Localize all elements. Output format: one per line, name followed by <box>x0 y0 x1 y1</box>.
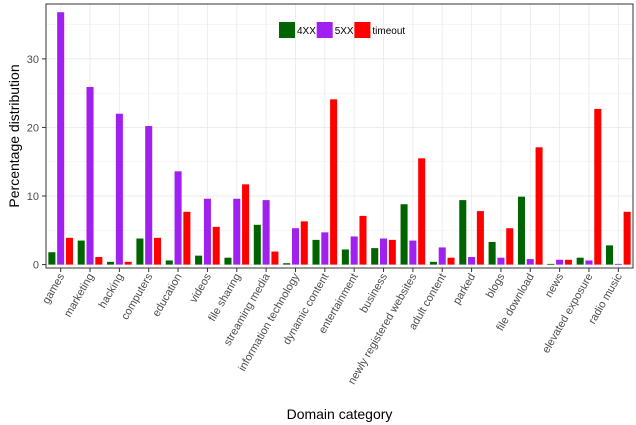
y-tick-label: 20 <box>27 122 39 134</box>
y-axis-title: Percentage distribution <box>6 64 22 207</box>
bar-4xx-dynamic-content <box>312 239 320 265</box>
bar-5xx-streaming-media <box>262 200 270 265</box>
bar-4xx-elevated-exposure <box>576 257 584 265</box>
bar-timeout-marketing <box>95 257 103 265</box>
bar-timeout-videos <box>212 226 220 265</box>
bar-timeout-blogs <box>506 228 514 265</box>
bar-5xx-radio-music <box>614 263 622 265</box>
x-tick-label-parked: parked <box>451 272 478 307</box>
bars <box>48 12 631 265</box>
bar-4xx-blogs <box>488 241 496 265</box>
bar-4xx-videos <box>195 255 203 265</box>
bar-timeout-computers <box>154 237 162 265</box>
bar-4xx-business <box>371 248 379 265</box>
bar-5xx-videos <box>203 198 211 265</box>
bar-timeout-business <box>388 239 396 265</box>
bar-5xx-entertainment <box>350 236 358 265</box>
bar-4xx-adult-content <box>429 261 437 265</box>
bar-4xx-streaming-media <box>253 224 261 265</box>
legend-key-5xx <box>316 22 333 38</box>
legend-label-5xx: 5XX <box>335 26 354 37</box>
y-tick-label: 10 <box>27 191 39 203</box>
bar-5xx-computers <box>145 126 153 265</box>
legend-label-timeout: timeout <box>372 26 405 37</box>
bar-4xx-information-technology <box>283 263 291 265</box>
bar-timeout-adult-content <box>447 257 455 265</box>
x-tick-label-blogs: blogs <box>484 271 508 300</box>
legend: 4XX 5XX timeout <box>279 22 405 38</box>
bar-timeout-education <box>183 211 191 265</box>
bar-5xx-newly-registered-websites <box>409 240 417 265</box>
bar-4xx-file-download <box>517 196 525 265</box>
bar-4xx-entertainment <box>341 249 349 265</box>
bar-timeout-radio-music <box>623 211 631 265</box>
bar-5xx-dynamic-content <box>321 232 329 265</box>
bar-5xx-adult-content <box>438 247 446 265</box>
legend-key-timeout <box>354 22 371 38</box>
y-tick-label: 0 <box>33 260 39 272</box>
x-tick-label-videos: videos <box>188 271 215 305</box>
bar-timeout-parked <box>476 211 484 265</box>
bar-timeout-file-sharing <box>242 184 250 265</box>
bar-5xx-news <box>556 259 564 265</box>
bar-4xx-marketing <box>77 240 85 265</box>
bar-5xx-parked <box>468 257 476 265</box>
bar-5xx-hacking <box>115 113 123 265</box>
bar-5xx-marketing <box>86 86 94 265</box>
bar-4xx-newly-registered-websites <box>400 204 408 265</box>
bar-4xx-games <box>48 252 56 265</box>
legend-key-4xx <box>279 22 295 38</box>
bar-5xx-business <box>380 238 388 265</box>
bar-5xx-file-sharing <box>233 198 241 265</box>
bar-4xx-file-sharing <box>224 257 232 265</box>
bar-timeout-hacking <box>124 261 132 265</box>
x-tick-label-games: games <box>40 271 67 306</box>
x-tick-label-education: education <box>150 272 184 319</box>
bar-timeout-streaming-media <box>271 251 279 265</box>
bar-4xx-news <box>547 263 555 265</box>
x-tick-label-news: news <box>543 271 566 300</box>
bar-5xx-information-technology <box>291 228 299 265</box>
bar-timeout-elevated-exposure <box>594 108 602 265</box>
bar-4xx-hacking <box>107 261 115 265</box>
bar-4xx-computers <box>136 238 144 265</box>
bar-5xx-file-download <box>526 259 534 265</box>
bar-5xx-elevated-exposure <box>585 260 593 265</box>
bar-4xx-radio-music <box>605 245 614 265</box>
bar-5xx-blogs <box>497 257 505 265</box>
y-tick-label: 30 <box>27 54 39 66</box>
bar-timeout-games <box>65 237 74 265</box>
legend-label-4xx: 4XX <box>297 26 316 37</box>
bar-timeout-information-technology <box>300 221 308 265</box>
bar-timeout-entertainment <box>359 215 367 265</box>
bar-timeout-file-download <box>535 147 543 265</box>
y-axis: 0 10 20 30 <box>27 54 46 272</box>
x-axis-title: Domain category <box>287 406 393 422</box>
x-tick-label-business: business <box>358 271 390 315</box>
grid-lines <box>46 4 633 268</box>
bar-timeout-dynamic-content <box>330 99 338 265</box>
bar-timeout-newly-registered-websites <box>418 158 426 265</box>
plot-panel-border <box>45 3 634 269</box>
bar-5xx-education <box>174 171 182 265</box>
bar-4xx-education <box>165 260 173 265</box>
bar-4xx-parked <box>459 200 467 265</box>
bar-5xx-games <box>57 12 65 265</box>
x-tick-label-marketing: marketing <box>62 272 97 320</box>
bar-timeout-news <box>564 259 572 265</box>
x-tick-label-hacking: hacking <box>97 272 126 311</box>
